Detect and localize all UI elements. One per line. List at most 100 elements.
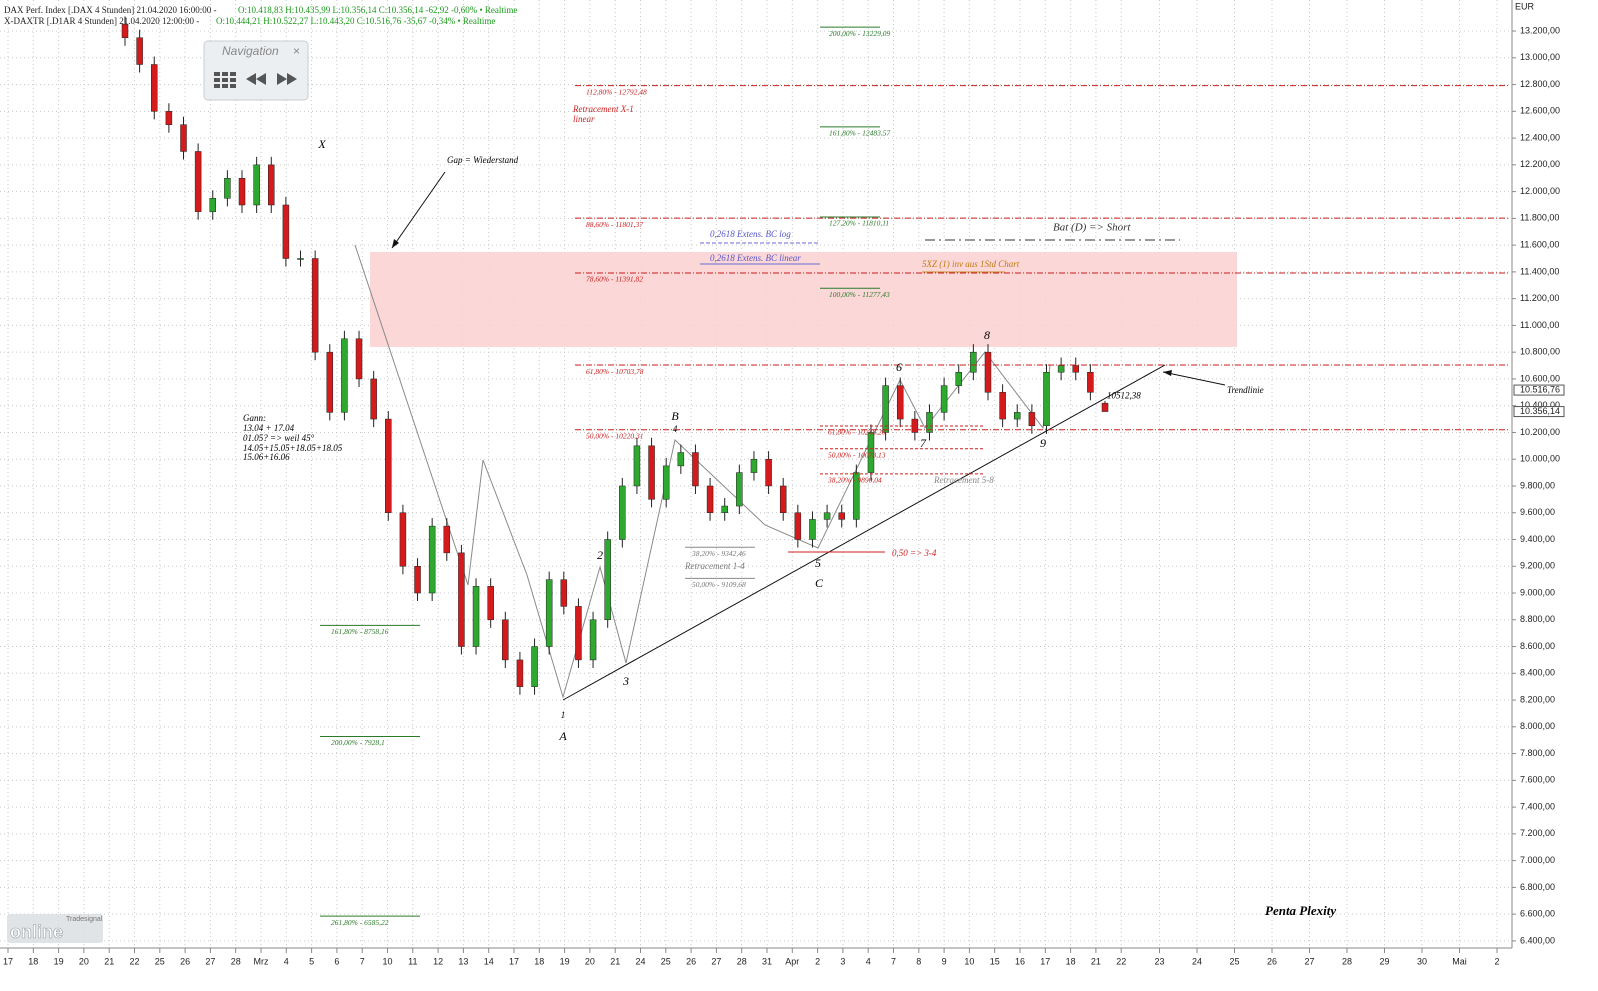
x-tick-label: 7: [360, 956, 365, 966]
y-tick-label: 8.200,00: [1520, 694, 1555, 704]
y-tick-label: 13.200,00: [1520, 25, 1560, 35]
y-tick-label: 10.200,00: [1520, 427, 1560, 437]
x-tick-label: 24: [1192, 956, 1202, 966]
y-tick-label: 9.000,00: [1520, 587, 1555, 597]
candle-body: [1013, 412, 1021, 420]
close-button[interactable]: ×: [293, 44, 300, 58]
level-label: 100,00% - 11277,43: [829, 290, 890, 299]
gann-line: 14.05+15.05+18.05+18.05: [243, 443, 343, 453]
x-tick-label: 18: [534, 956, 544, 966]
level-label: 161,80% - 12483,57: [829, 129, 890, 138]
y-tick-label: 10.000,00: [1520, 454, 1560, 464]
wave-label: 4: [673, 424, 678, 434]
y-tick-label: 12.200,00: [1520, 159, 1560, 169]
candle-body: [575, 606, 582, 661]
candle-body: [311, 258, 319, 353]
gann-notes: Gann: 13.04 + 17.04 01.05? => weil 45° 1…: [243, 413, 343, 462]
trendline: [562, 364, 1166, 701]
wave-label: 2: [597, 548, 603, 562]
logo-box: [7, 914, 103, 943]
x-tick-label: 17: [1040, 956, 1050, 966]
candle-body: [1028, 412, 1036, 427]
candle-body: [1072, 365, 1079, 373]
x-tick-label: 12: [433, 956, 443, 966]
x-tick-label: 2: [1494, 956, 1499, 966]
candle-body: [882, 385, 889, 433]
note: Retracement 5-8: [933, 475, 994, 485]
candle-body: [779, 485, 787, 513]
y-tick-label: 7.400,00: [1520, 801, 1555, 811]
candle-body: [648, 445, 655, 500]
logo: Tradesignal online: [7, 914, 103, 943]
note: 0,2618 Extens. BC log: [710, 229, 791, 239]
x-tick-label: 22: [1116, 956, 1126, 966]
forward-button[interactable]: [277, 73, 297, 85]
note: linear: [573, 114, 595, 124]
candle-body: [692, 452, 699, 487]
x-tick-label: Mrz: [254, 956, 269, 966]
x-tick-label: 31: [762, 956, 772, 966]
x-tick-label: 7: [891, 956, 896, 966]
y-tick-label: 13.000,00: [1520, 52, 1560, 62]
y-tick-label: 10.400,00: [1520, 400, 1560, 410]
candle-body: [268, 164, 275, 206]
candle-body: [341, 338, 348, 413]
candle-body: [619, 485, 626, 540]
candle-body: [896, 385, 904, 420]
y-tick-label: 10.800,00: [1520, 347, 1560, 357]
y-tick-label: 6.400,00: [1520, 935, 1555, 945]
note: 5XZ (1) inv aus 1Std Chart: [922, 259, 1020, 269]
arrow: [391, 171, 446, 249]
x-tick-label: 6: [334, 956, 339, 966]
back-button[interactable]: [246, 73, 266, 85]
x-tick-label: 23: [1154, 956, 1164, 966]
header-quote: O:10.444,21 H:10.522,27 L:10.443,20 C:10…: [216, 16, 495, 26]
candle-body: [297, 258, 304, 260]
level-label: 200,00% - 13229,09: [829, 29, 890, 38]
candle-body: [151, 64, 158, 112]
y-tick-label: 12.400,00: [1520, 132, 1560, 142]
y-tick-label: 7.800,00: [1520, 748, 1555, 758]
x-tick-label: 9: [942, 956, 947, 966]
x-tick-label: Mai: [1452, 956, 1467, 966]
candle-body: [940, 385, 948, 413]
y-tick-label: 8.600,00: [1520, 641, 1555, 651]
y-tick-label: 11.400,00: [1520, 266, 1559, 276]
level-label: 112,80% - 12792,48: [586, 87, 647, 96]
x-tick-label: 27: [1304, 956, 1314, 966]
x-tick-label: 22: [129, 956, 139, 966]
x-tick-label: 27: [205, 956, 215, 966]
level-label: 200,00% - 7928,1: [331, 738, 385, 747]
candle-body: [1057, 365, 1065, 373]
x-tick-label: 14: [484, 956, 494, 966]
x-tick-label: 19: [54, 956, 64, 966]
candle-body: [165, 111, 173, 125]
grid-button[interactable]: [214, 72, 236, 88]
level-label: 127,20% - 11810,11: [829, 219, 889, 228]
wave-label: B: [671, 409, 679, 423]
x-tick-label: 24: [635, 956, 645, 966]
arrow-head: [392, 239, 399, 248]
note: 0,2618 Extens. BC linear: [710, 253, 801, 263]
level-label: 161,80% - 8758,16: [331, 627, 389, 636]
candle-body: [121, 24, 129, 38]
x-tick-label: 17: [509, 956, 519, 966]
level-label: 38,20% - 9342,46: [691, 549, 746, 558]
wave-label: X: [317, 137, 326, 151]
x-tick-label: 2: [815, 956, 820, 966]
x-tick-label: 20: [585, 956, 595, 966]
candle-body: [428, 525, 436, 594]
candle-body: [136, 37, 143, 65]
gann-line: Gann:: [243, 413, 266, 423]
candle-body: [765, 458, 772, 487]
y-tick-label: 8.000,00: [1520, 721, 1555, 731]
y-tick-label: 8.800,00: [1520, 614, 1555, 624]
x-tick-label: 5: [309, 956, 314, 966]
candle-body: [838, 512, 845, 520]
gann-line: 15.06+16.06: [243, 452, 290, 462]
candle-body: [282, 204, 290, 259]
price-marker-label: 10.356,14: [1520, 406, 1560, 416]
candle-body: [355, 338, 363, 380]
x-tick-label: 21: [104, 956, 114, 966]
